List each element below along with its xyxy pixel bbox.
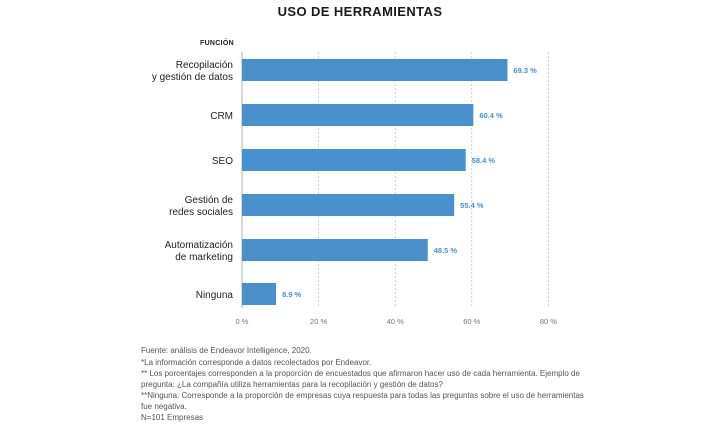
chart-title: USO DE HERRAMIENTAS xyxy=(277,4,443,19)
category-label: Recopilación y gestión de datos xyxy=(152,60,233,83)
category-label-line: de marketing xyxy=(175,252,233,263)
x-tick-label: 40 % xyxy=(387,317,404,326)
category-label-line: redes sociales xyxy=(169,207,233,218)
footnotes: Fuente: análisis de Endeavor Intelligenc… xyxy=(141,346,591,425)
bar xyxy=(242,59,508,81)
column-header: FUNCIÓN xyxy=(200,40,234,47)
category-label: Gestión de redes sociales xyxy=(169,195,233,218)
x-tick-label: 80 % xyxy=(540,317,557,326)
bar xyxy=(242,194,455,216)
category-label: SEO xyxy=(212,156,233,167)
value-label: 60.4 % xyxy=(479,111,503,120)
category-label-line: Gestión de xyxy=(185,195,234,206)
bar xyxy=(242,149,466,171)
value-label: 69.3 % xyxy=(513,66,537,75)
category-label-line: y gestión de datos xyxy=(152,72,233,83)
value-label: 58.4 % xyxy=(472,156,496,165)
footnote-3: **Ninguna: Corresponde a la proporción d… xyxy=(141,391,584,411)
category-label: CRM xyxy=(210,111,233,122)
value-label: 48.5 % xyxy=(434,246,458,255)
source-note: Fuente: análisis de Endeavor Intelligenc… xyxy=(141,346,312,355)
value-label: 55.4 % xyxy=(460,201,484,210)
category-label-line: SEO xyxy=(212,156,233,167)
bar-chart: 0 % 20 % 40 % 60 % 80 % 69.3 % Recopilación y g… xyxy=(152,52,557,326)
category-label-line: CRM xyxy=(210,111,233,122)
sample-size: N=101 Empresas xyxy=(141,413,204,422)
footnote-1: *La información corresponde a datos reco… xyxy=(141,357,372,367)
category-label: Automatización de marketing xyxy=(165,240,233,263)
category-label: Ninguna xyxy=(196,290,234,301)
x-tick-label: 20 % xyxy=(310,317,327,326)
category-label-line: Ninguna xyxy=(196,290,234,301)
bar xyxy=(242,239,428,261)
footnote-2: ** Los porcentajes corresponden a la pro… xyxy=(141,369,580,389)
category-label-line: Automatización xyxy=(165,240,233,251)
bar xyxy=(242,283,277,305)
category-label-line: Recopilación xyxy=(176,60,233,71)
value-label: 8.9 % xyxy=(282,290,302,299)
x-tick-label: 60 % xyxy=(463,317,480,326)
bar xyxy=(242,104,474,126)
x-tick-label: 0 % xyxy=(236,317,249,326)
